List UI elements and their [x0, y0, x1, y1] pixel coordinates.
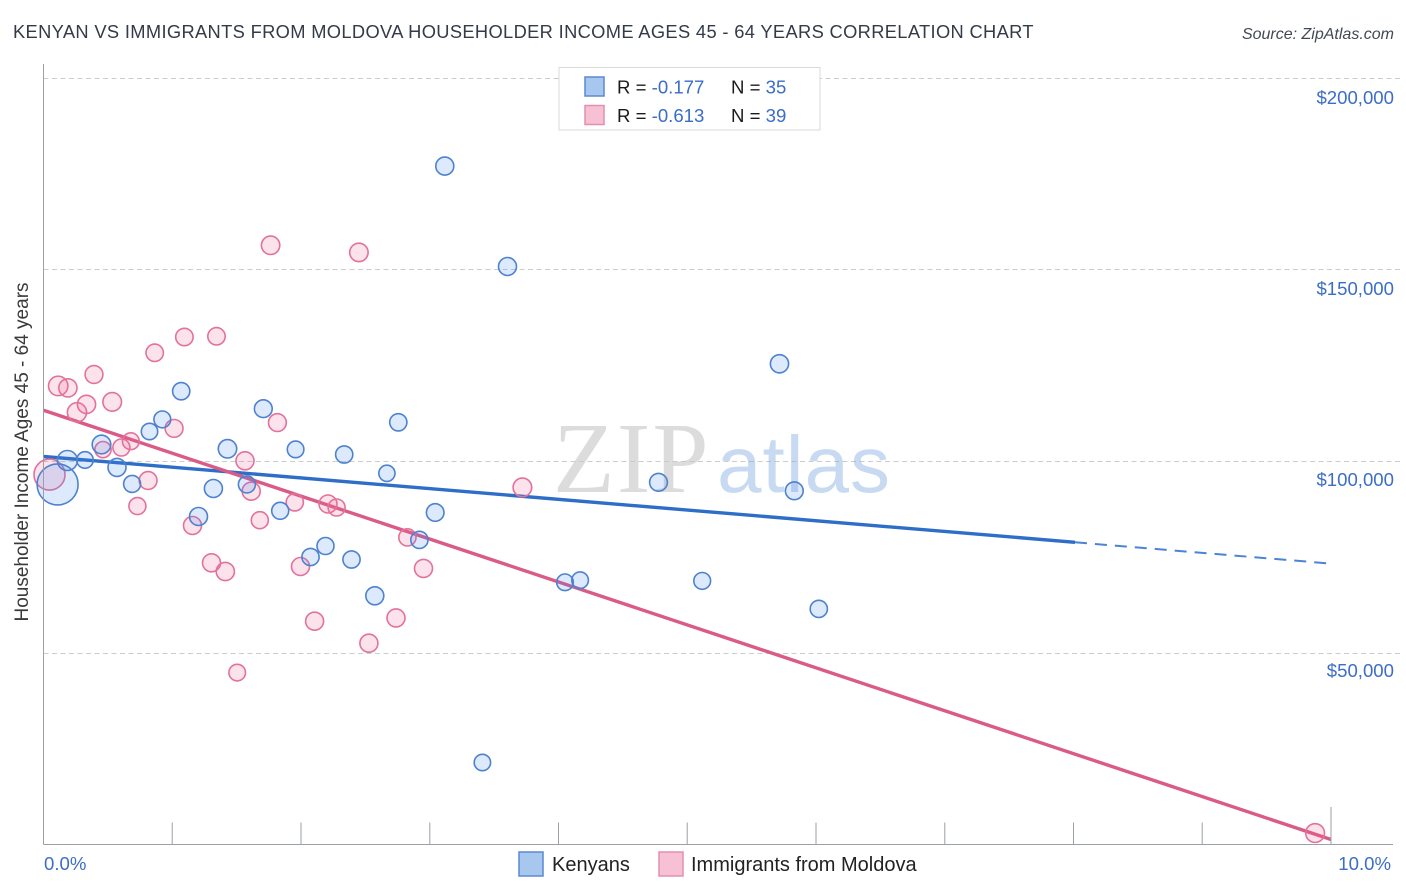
svg-text:KENYAN VS IMMIGRANTS FROM MOLD: KENYAN VS IMMIGRANTS FROM MOLDOVA HOUSEH…	[13, 21, 1034, 42]
svg-text:$100,000: $100,000	[1316, 469, 1394, 490]
svg-text:N = 35: N = 35	[731, 77, 786, 98]
svg-text:Immigrants from Moldova: Immigrants from Moldova	[691, 854, 917, 876]
svg-text:N = 39: N = 39	[731, 105, 786, 126]
svg-text:R = -0.613: R = -0.613	[617, 105, 704, 126]
svg-text:atlas: atlas	[717, 420, 891, 509]
svg-text:$50,000: $50,000	[1327, 660, 1394, 681]
svg-text:Source: ZipAtlas.com: Source: ZipAtlas.com	[1242, 26, 1394, 43]
svg-text:Kenyans: Kenyans	[552, 854, 630, 876]
svg-text:10.0%: 10.0%	[1338, 853, 1391, 874]
svg-text:$200,000: $200,000	[1316, 87, 1394, 108]
svg-text:Householder Income Ages 45 - 6: Householder Income Ages 45 - 64 years	[12, 282, 33, 621]
svg-text:0.0%: 0.0%	[44, 853, 86, 874]
svg-text:R = -0.177: R = -0.177	[617, 77, 704, 98]
svg-text:$150,000: $150,000	[1316, 278, 1394, 299]
svg-text:ZIP: ZIP	[553, 402, 711, 514]
